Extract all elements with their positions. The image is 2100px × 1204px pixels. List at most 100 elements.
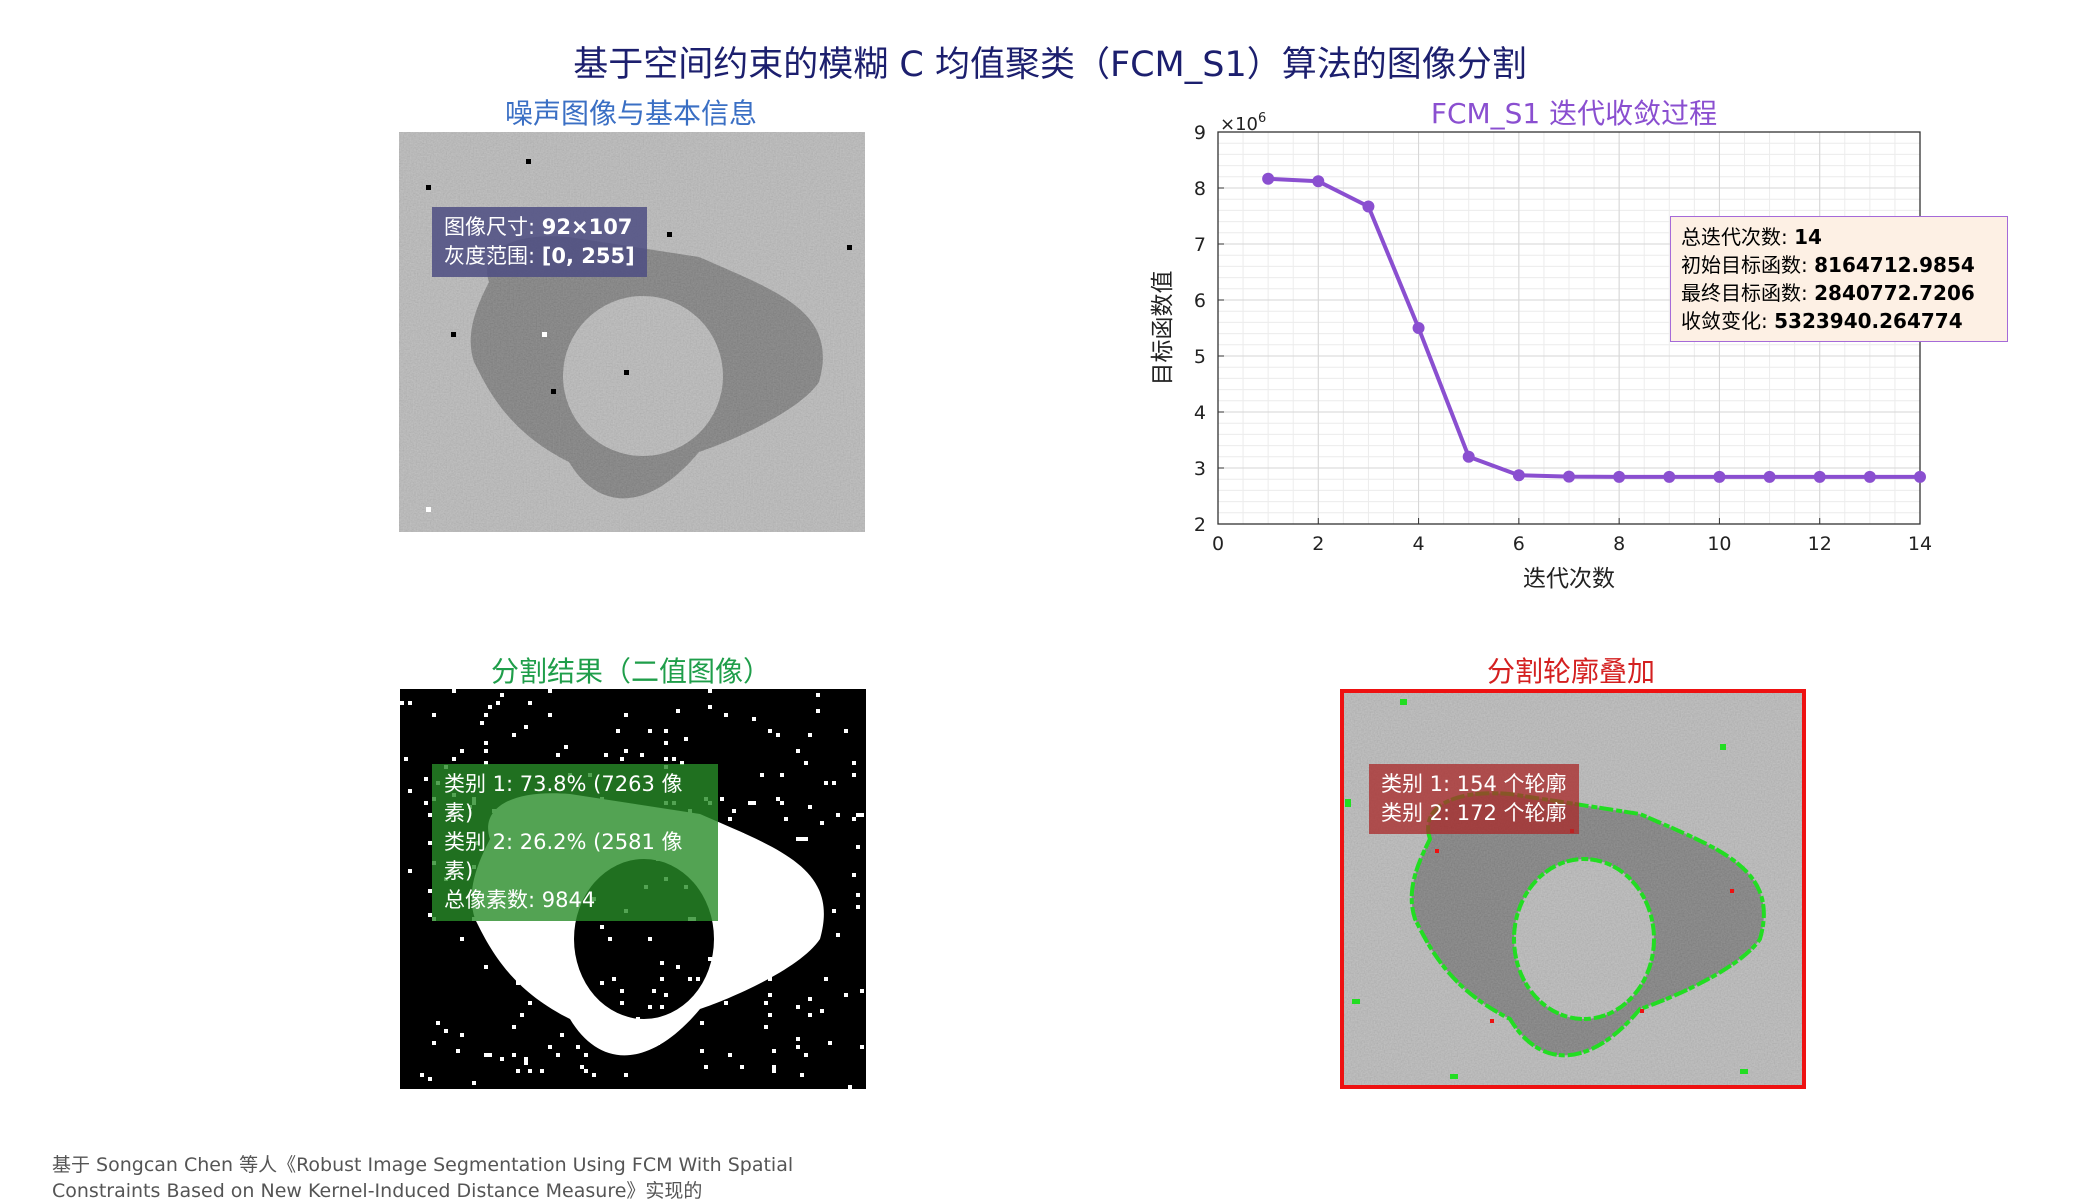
noise-speckle xyxy=(408,869,412,873)
noise-speckle xyxy=(824,781,828,785)
noise-speckle xyxy=(612,977,616,981)
noise-speckle xyxy=(752,909,756,913)
reference-line-1: 基于 Songcan Chen 等人《Robust Image Segmenta… xyxy=(52,1154,794,1176)
noise-speckle xyxy=(816,693,820,697)
noise-speckle xyxy=(856,893,860,897)
noise-speckle xyxy=(760,773,764,777)
noise-speckle xyxy=(548,689,552,693)
noise-speckle xyxy=(636,1017,640,1021)
data-point xyxy=(1763,470,1776,483)
noise-speckle xyxy=(484,713,488,717)
noise-speckle xyxy=(700,1021,704,1025)
data-point xyxy=(1412,322,1425,334)
noise-speckle xyxy=(796,1045,800,1049)
noise-speckle xyxy=(816,709,820,713)
noise-speckle xyxy=(772,1065,776,1069)
noise-speckle xyxy=(856,813,860,817)
noise-speckle xyxy=(676,965,680,969)
noise-speckle xyxy=(808,733,812,737)
noise-speckle xyxy=(728,1053,732,1057)
noise-speckle xyxy=(784,817,788,821)
data-point xyxy=(1713,470,1726,483)
noise-speckle xyxy=(428,889,432,893)
noise-speckle xyxy=(752,801,756,805)
noise-speckle xyxy=(760,941,764,945)
noise-speckle xyxy=(860,989,864,993)
noise-speckle xyxy=(808,1013,812,1017)
noise-speckle xyxy=(724,925,728,929)
data-point xyxy=(1914,470,1926,483)
noise-speckle xyxy=(400,701,404,705)
noise-speckle xyxy=(516,981,520,985)
data-point xyxy=(1863,470,1876,483)
noise-speckle xyxy=(740,833,744,837)
noise-speckle xyxy=(704,1065,708,1069)
noise-speckle xyxy=(852,761,856,765)
noise-speckle xyxy=(432,1041,436,1045)
noise-speckle xyxy=(508,925,512,929)
noise-speckle xyxy=(860,813,864,817)
noise-speckle xyxy=(540,949,544,953)
noise-speckle xyxy=(768,729,772,733)
noise-speckle xyxy=(608,937,612,941)
noise-speckle xyxy=(796,837,800,841)
series-line xyxy=(1268,176,1920,479)
noise-speckle xyxy=(796,1037,800,1041)
noise-speckle xyxy=(548,1045,552,1049)
noise-speckle xyxy=(524,725,528,729)
x-tick-label: 8 xyxy=(1613,533,1625,555)
gray-range-value: [0, 255] xyxy=(541,244,635,268)
noise-speckle xyxy=(484,965,488,969)
noise-speckle xyxy=(512,1053,516,1057)
noise-speckle xyxy=(676,709,680,713)
noise-speckle xyxy=(444,1029,448,1033)
noise-speckle xyxy=(764,1001,768,1005)
noise-speckle xyxy=(844,993,848,997)
class1-contours: 类别 1: 154 个轮廓 xyxy=(1381,772,1567,796)
class2-stats: 类别 2: 26.2% (2581 像素) xyxy=(444,830,683,883)
noise-speckle xyxy=(672,757,676,761)
noise-speckle xyxy=(428,813,432,817)
noise-speckle xyxy=(804,761,808,765)
noise-speckle xyxy=(660,977,664,981)
noise-speckle xyxy=(516,977,520,981)
noise-speckle xyxy=(736,885,740,889)
noise-speckle xyxy=(556,993,560,997)
noise-speckle xyxy=(740,1065,744,1069)
overlay-image xyxy=(1340,689,1806,1089)
noise-speckle xyxy=(556,753,560,757)
noise-speckle xyxy=(748,801,752,805)
noise-speckle xyxy=(776,733,780,737)
noise-speckle xyxy=(796,1005,800,1009)
noise-speckle xyxy=(808,997,812,1001)
x-tick-label: 10 xyxy=(1707,533,1731,555)
noise-speckle xyxy=(856,845,860,849)
noise-speckle xyxy=(648,937,652,941)
noise-speckle xyxy=(408,789,412,793)
noise-speckle xyxy=(528,701,532,705)
noise-speckle xyxy=(428,841,432,845)
noise-speckle xyxy=(720,921,724,925)
noise-speckle xyxy=(436,1021,440,1025)
noise-speckle xyxy=(420,1073,424,1077)
noise-speckle xyxy=(460,937,464,941)
binary-image xyxy=(400,689,866,1089)
noise-speckle xyxy=(804,1053,808,1057)
noise-speckle xyxy=(684,737,688,741)
noise-speckle xyxy=(556,1053,560,1057)
noise-speckle xyxy=(780,885,784,889)
noise-speckle xyxy=(428,1077,432,1081)
noise-speckle xyxy=(640,753,644,757)
data-point xyxy=(1563,470,1575,483)
class1-stats: 类别 1: 73.8% (7263 像素) xyxy=(444,772,683,825)
noise-speckle xyxy=(764,1025,768,1029)
noise-speckle xyxy=(700,1049,704,1053)
noise-speckle xyxy=(580,1065,584,1069)
noise-speckle xyxy=(484,761,488,765)
noise-speckle xyxy=(696,977,700,981)
noise-speckle xyxy=(768,1013,772,1017)
noise-speckle xyxy=(600,925,604,929)
noise-speckle xyxy=(512,733,516,737)
noise-speckle xyxy=(844,729,848,733)
